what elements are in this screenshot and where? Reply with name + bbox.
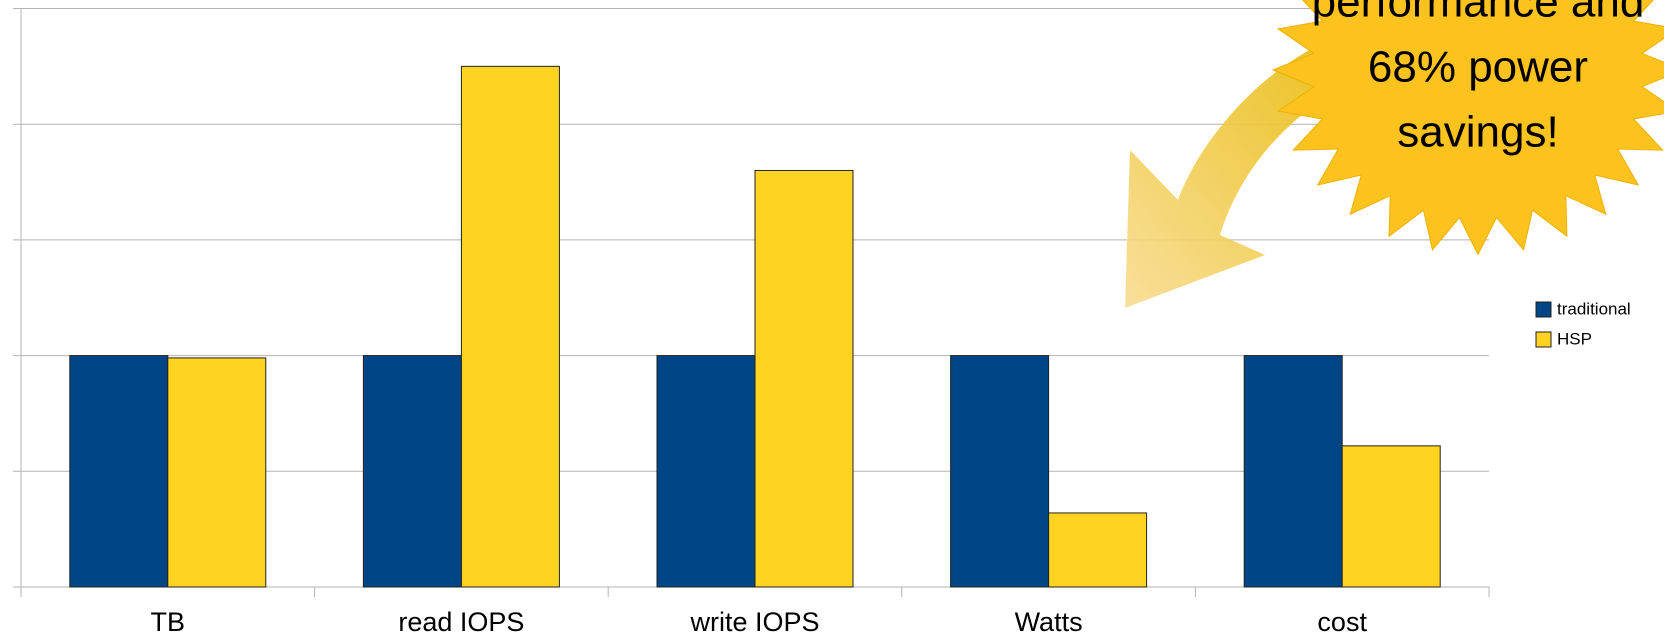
- bar: [69, 355, 169, 588]
- bar: [1243, 355, 1343, 588]
- annotation-line: performance and: [1312, 0, 1645, 27]
- bar: [460, 65, 560, 588]
- plot-area: [13, 8, 1490, 597]
- bar: [656, 355, 756, 588]
- x-tick-label: cost: [1317, 607, 1367, 637]
- bar: [362, 355, 462, 588]
- x-tick-label: write IOPS: [689, 607, 819, 637]
- bar: [754, 169, 854, 588]
- x-tick-label: read IOPS: [398, 607, 524, 637]
- starburst: [1271, 0, 1664, 256]
- legend-label: HSP: [1557, 329, 1592, 348]
- legend-label: traditional: [1557, 299, 1631, 318]
- bar: [950, 355, 1050, 588]
- bar: [1048, 512, 1148, 588]
- legend-swatch: [1535, 301, 1552, 318]
- bar: [167, 357, 267, 588]
- starburst-text: performance and 68% power savings!: [1312, 0, 1645, 157]
- x-tick-label: Watts: [1015, 607, 1083, 637]
- x-tick-label: TB: [151, 607, 186, 637]
- legend-swatch: [1535, 331, 1552, 348]
- bar: [1341, 445, 1441, 588]
- annotation-line: 68% power: [1368, 43, 1588, 92]
- annotation-line: savings!: [1397, 108, 1558, 157]
